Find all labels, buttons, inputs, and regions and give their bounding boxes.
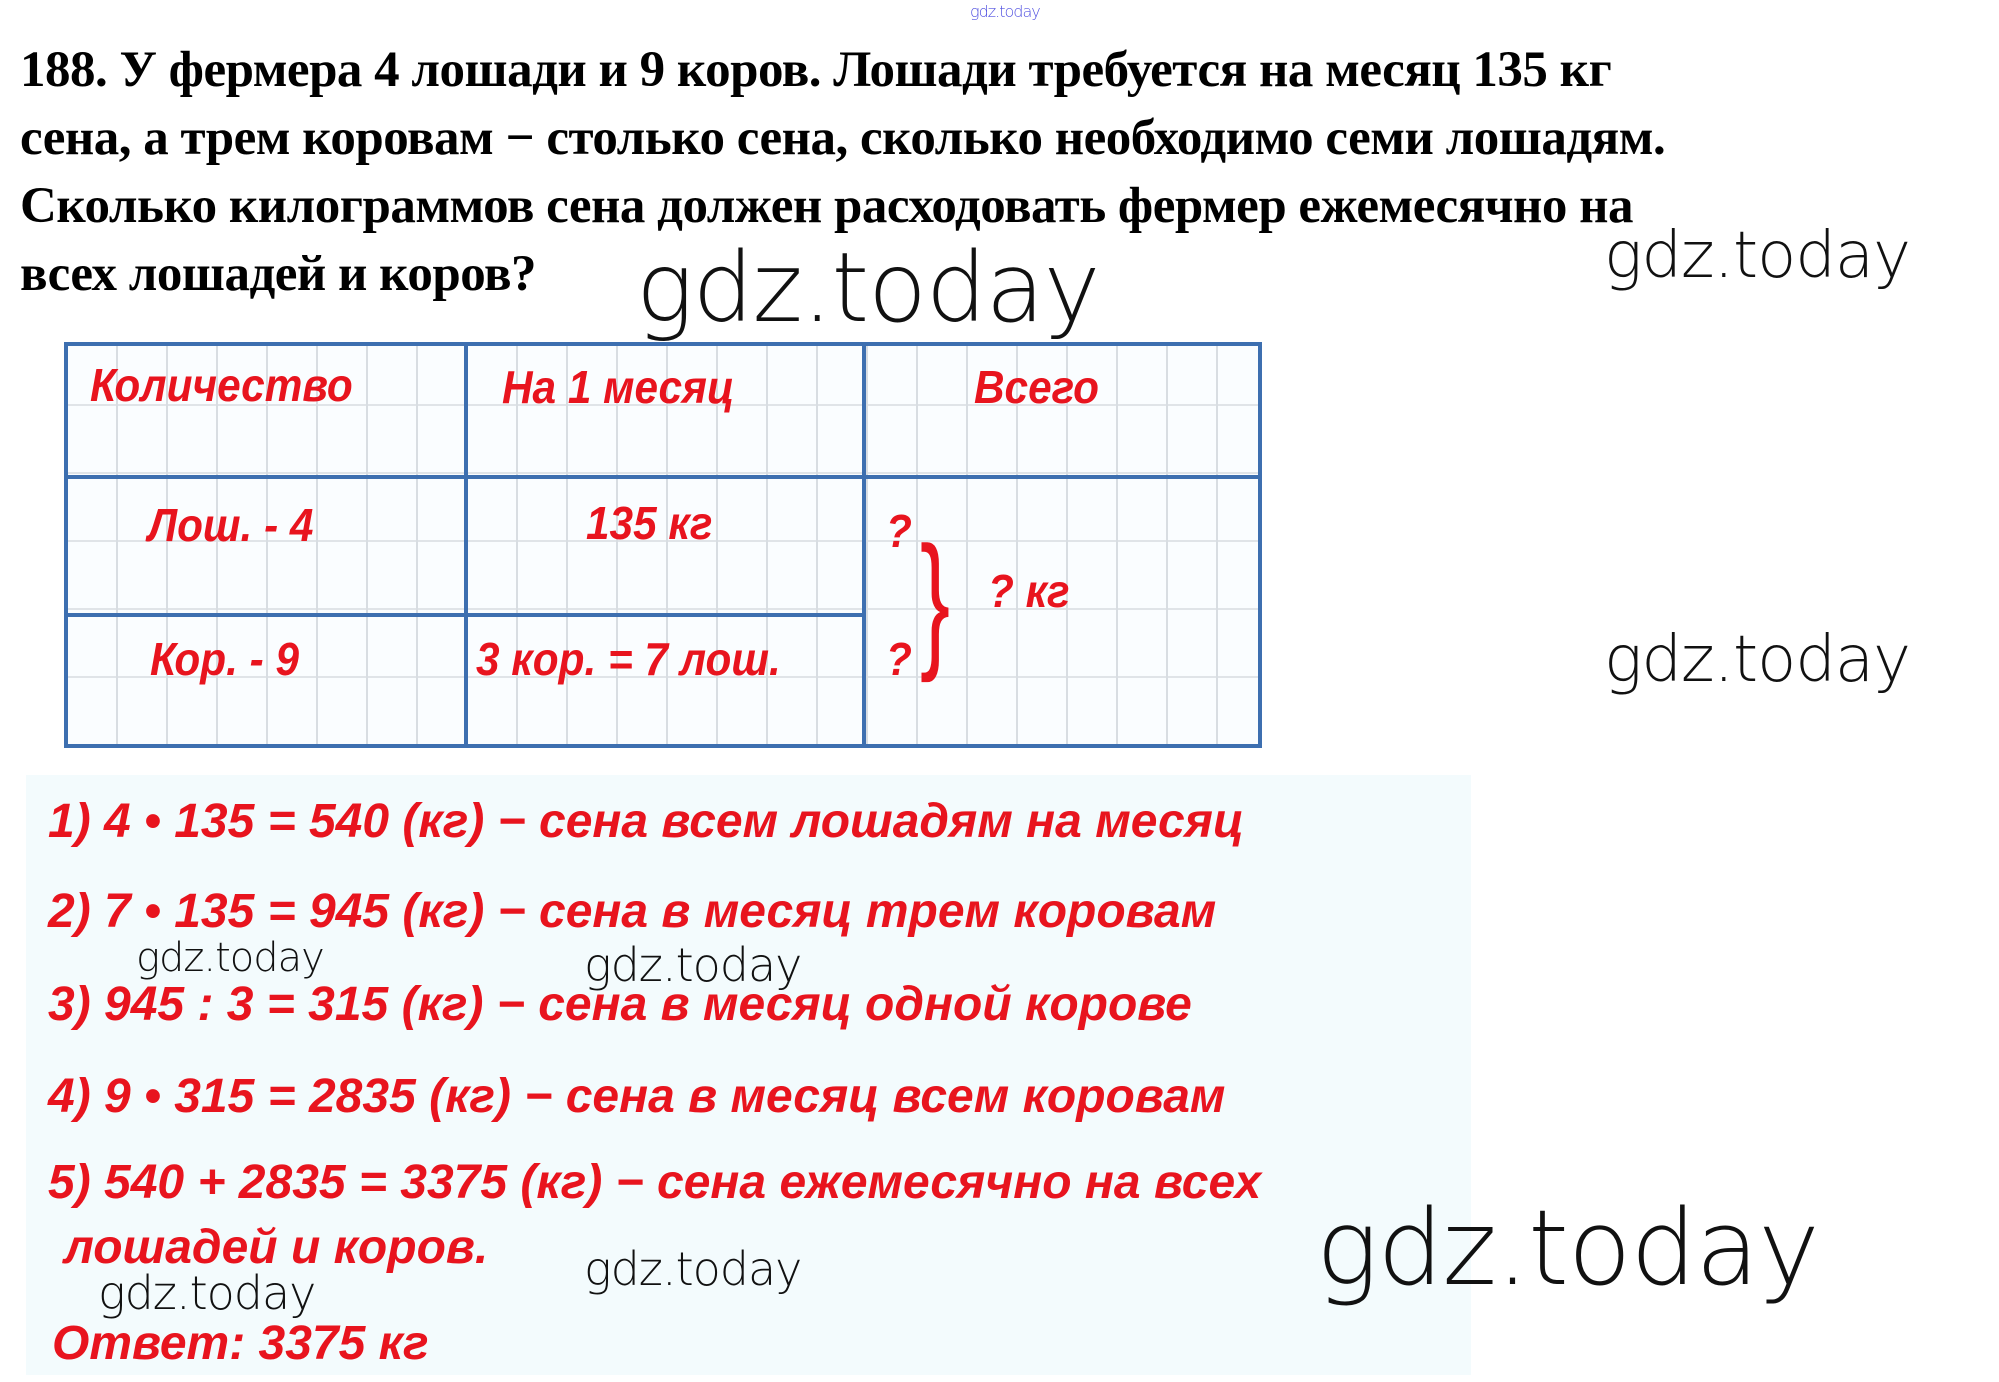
row-cows-total: ? xyxy=(886,633,912,685)
solution-step: 1) 4 • 135 = 540 (кг) − сена всем лошадя… xyxy=(48,795,1244,848)
solution-step: 2) 7 • 135 = 945 (кг) − сена в месяц тре… xyxy=(48,885,1217,938)
watermark: gdz.today xyxy=(136,935,325,981)
header-total: Всего xyxy=(974,361,1100,413)
watermark: gdz.today xyxy=(98,1266,316,1320)
watermark: gdz.today xyxy=(1604,219,1911,293)
problem-line: сена, а трем коровам − столько сена, ско… xyxy=(20,110,1666,166)
row-cows-per-month: 3 кор. = 7 лош. xyxy=(476,633,781,685)
table-divider xyxy=(862,346,866,744)
data-table: Количество На 1 месяц Всего Лош. - 4 135… xyxy=(64,342,1262,748)
grand-total: ? кг xyxy=(988,565,1070,617)
row-horses-quantity: Лош. - 4 xyxy=(148,499,314,551)
watermark: gdz.today xyxy=(584,1242,802,1296)
table-divider xyxy=(68,613,866,617)
row-horses-per-month: 135 кг xyxy=(586,497,713,549)
watermark: gdz.today xyxy=(636,232,1100,344)
problem-line: 188. У фермера 4 лошади и 9 коров. Лошад… xyxy=(20,42,1612,98)
grid-paper-background xyxy=(26,775,1471,1375)
problem-line: Сколько килограммов сена должен расходов… xyxy=(20,178,1634,234)
watermark: gdz.today xyxy=(584,938,802,992)
header-per-month: На 1 месяц xyxy=(502,361,735,413)
watermark: gdz.today xyxy=(970,2,1041,21)
watermark: gdz.today xyxy=(1604,623,1911,697)
header-quantity: Количество xyxy=(90,359,353,411)
table-divider xyxy=(464,346,468,744)
problem-text: 188. У фермера 4 лошади и 9 коров. Лошад… xyxy=(20,36,1980,308)
solution-step: 5) 540 + 2835 = 3375 (кг) − сена ежемеся… xyxy=(48,1156,1262,1209)
row-cows-quantity: Кор. - 9 xyxy=(150,633,300,685)
answer: Ответ: 3375 кг xyxy=(52,1317,429,1370)
row-horses-total: ? xyxy=(886,505,912,557)
table-divider xyxy=(68,475,1258,479)
solution-step: 3) 945 : 3 = 315 (кг) − сена в месяц одн… xyxy=(48,978,1192,1031)
solution-step: лошадей и коров. xyxy=(64,1221,489,1274)
curly-brace-icon: } xyxy=(920,515,951,683)
solution-step: 4) 9 • 315 = 2835 (кг) − сена в месяц вс… xyxy=(48,1070,1226,1123)
watermark: gdz.today xyxy=(1316,1187,1820,1309)
problem-line: всех лошадей и коров? xyxy=(20,246,537,302)
